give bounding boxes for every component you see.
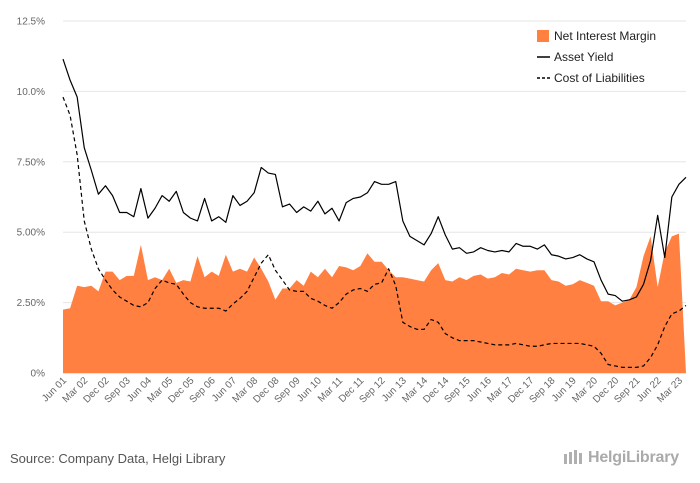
net-interest-margin-area bbox=[63, 233, 686, 373]
library-building-icon bbox=[564, 450, 582, 464]
y-tick-label: 5.00% bbox=[17, 228, 45, 239]
helgi-library-logo: HelgiLibrary bbox=[563, 449, 679, 467]
legend-label: Cost of Liabilities bbox=[554, 71, 645, 85]
legend: Net Interest Margin Asset Yield Cost of Li… bbox=[537, 29, 656, 85]
y-tick-label: 12.5% bbox=[17, 17, 45, 28]
logo-text: HelgiLibrary bbox=[588, 449, 679, 466]
y-tick-label: 10.0% bbox=[17, 87, 45, 98]
legend-label: Asset Yield bbox=[554, 50, 613, 64]
y-axis-tick-labels: 0% 2.50% 5.00% 7.50% 10.0% 12.5% bbox=[17, 17, 45, 380]
y-tick-label: 7.50% bbox=[17, 157, 45, 168]
legend-label: Net Interest Margin bbox=[554, 29, 656, 43]
plot-area bbox=[62, 58, 687, 373]
source-note: Source: Company Data, Helgi Library bbox=[10, 451, 226, 466]
legend-swatch bbox=[537, 30, 549, 42]
y-tick-label: 0% bbox=[31, 369, 46, 380]
cost-of-liabilities-line bbox=[62, 96, 687, 368]
asset-yield-line bbox=[62, 58, 687, 302]
y-tick-label: 2.50% bbox=[17, 298, 45, 309]
